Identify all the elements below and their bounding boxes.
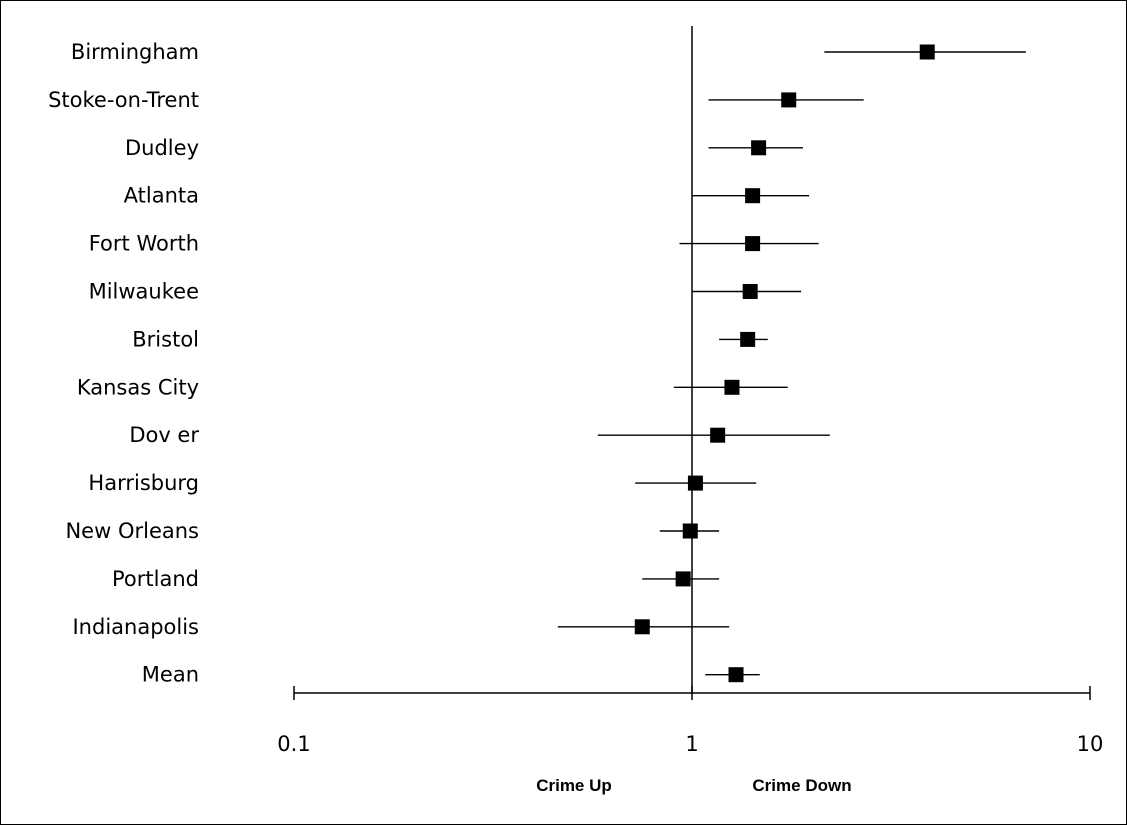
- row-label: Atlanta: [124, 184, 199, 208]
- estimate-marker: [751, 140, 767, 156]
- rows-layer: Birmingham Stoke-on-Trent Dudley Atlanta For…: [48, 40, 1026, 687]
- x-axis-ticks: 0.1 1 10: [277, 686, 1103, 756]
- estimate-marker: [675, 571, 691, 587]
- x-tick-label: 0.1: [277, 732, 310, 756]
- crime-up-label: Crime Up: [536, 776, 612, 795]
- estimate-marker: [781, 92, 797, 108]
- estimate-marker: [745, 188, 761, 204]
- row-label: Bristol: [132, 327, 199, 351]
- crime-down-label: Crime Down: [752, 776, 851, 795]
- row-portland: Portland: [112, 567, 720, 591]
- row-label: Mean: [142, 663, 199, 687]
- row-birmingham: Birmingham: [71, 40, 1026, 64]
- estimate-marker: [710, 427, 726, 443]
- row-label: Kansas City: [77, 375, 199, 399]
- estimate-marker: [682, 523, 698, 539]
- estimate-marker: [919, 44, 935, 60]
- row-atlanta: Atlanta: [124, 184, 810, 208]
- row-dov-er: Dov er: [129, 423, 830, 447]
- row-kansas-city: Kansas City: [77, 375, 788, 399]
- row-label: Dudley: [125, 136, 199, 160]
- row-milwaukee: Milwaukee: [89, 280, 802, 304]
- row-label: Milwaukee: [89, 280, 199, 304]
- row-harrisburg: Harrisburg: [88, 471, 757, 495]
- row-dudley: Dudley: [125, 136, 803, 160]
- estimate-marker: [687, 475, 703, 491]
- row-label: Harrisburg: [88, 471, 199, 495]
- row-label: Dov er: [129, 423, 199, 447]
- estimate-marker: [740, 331, 756, 347]
- row-label: New Orleans: [65, 519, 199, 543]
- row-label: Indianapolis: [72, 615, 199, 639]
- row-new-orleans: New Orleans: [65, 519, 720, 543]
- row-label: Stoke-on-Trent: [48, 88, 199, 112]
- estimate-marker: [634, 619, 650, 635]
- row-label: Fort Worth: [89, 232, 199, 256]
- row-bristol: Bristol: [132, 327, 768, 351]
- x-tick-label: 10: [1077, 732, 1104, 756]
- estimate-marker: [745, 236, 761, 252]
- row-indianapolis: Indianapolis: [72, 615, 730, 639]
- estimate-marker: [728, 667, 744, 683]
- row-stoke-on-trent: Stoke-on-Trent: [48, 88, 864, 112]
- row-label: Portland: [112, 567, 199, 591]
- row-fort-worth: Fort Worth: [89, 232, 819, 256]
- x-tick-label: 1: [685, 732, 698, 756]
- row-label: Birmingham: [71, 40, 199, 64]
- estimate-marker: [742, 284, 758, 299]
- estimate-marker: [724, 379, 740, 395]
- row-mean: Mean: [142, 663, 760, 687]
